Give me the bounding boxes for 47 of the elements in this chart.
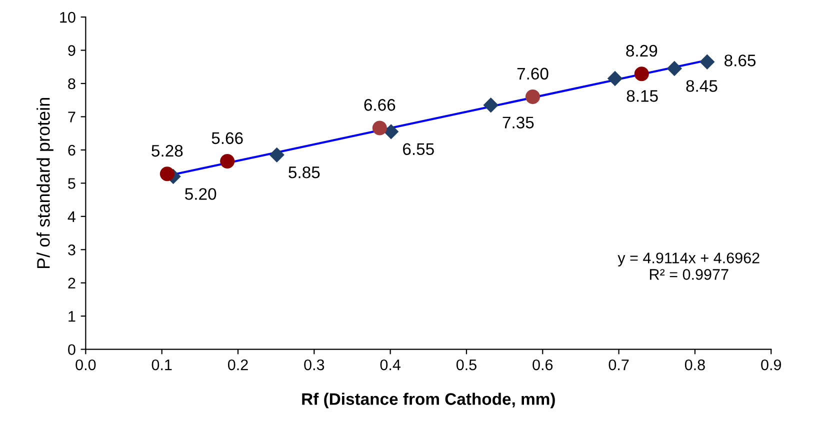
- x-tick-label: 0.3: [304, 359, 324, 370]
- data-label: 8.29: [626, 44, 658, 57]
- data-label: 8.65: [724, 54, 756, 66]
- annotation: y = 4.9114x + 4.6962 R² = 0.9977: [618, 252, 760, 280]
- y-tick-label: 9: [68, 45, 76, 56]
- data-label: 8.15: [626, 90, 658, 102]
- y-tick-label: 3: [68, 244, 76, 256]
- x-tick-label: 0.2: [228, 359, 248, 370]
- data-label: 6.55: [403, 143, 434, 156]
- data-label: 7.35: [502, 116, 534, 128]
- x-tick-label: 0.9: [761, 359, 782, 370]
- data-label: 5.20: [185, 188, 216, 200]
- y-tick-label: 8: [68, 78, 76, 90]
- data-label: 5.28: [152, 144, 183, 157]
- y-tick-label: 2: [68, 278, 76, 288]
- data-label: 7.60: [517, 68, 548, 80]
- point: [383, 124, 399, 140]
- y-tick-label: 1: [68, 311, 76, 322]
- y-tick-label: 10: [60, 12, 76, 23]
- point: [160, 166, 174, 182]
- point: [666, 60, 682, 76]
- x-tick-label: 0.7: [608, 359, 629, 370]
- data-label: 8.45: [686, 80, 718, 92]
- y-tick-label: 7: [68, 112, 76, 122]
- y-tick-label: 0: [68, 344, 76, 356]
- x-tick-label: 0.4: [380, 359, 400, 370]
- y-axis-title: P/ of standard protein: [36, 98, 54, 268]
- x-axis-title: Rf (Distance from Cathode, mm): [302, 392, 555, 408]
- x-tick-label: 0.5: [456, 359, 476, 370]
- point: [607, 70, 623, 86]
- point: [372, 120, 387, 136]
- y-tick-label: 6: [68, 144, 76, 156]
- x-tick-label: 0.8: [684, 359, 705, 370]
- data-label: 5.85: [288, 166, 320, 178]
- point: [220, 154, 235, 169]
- data-label: 6.66: [364, 99, 396, 111]
- point: [700, 54, 715, 70]
- point: [634, 66, 649, 82]
- x-tick-label: 0.1: [152, 359, 172, 370]
- point: [525, 90, 540, 104]
- x-tick-label: 0.0: [76, 359, 96, 370]
- x-tick-label: 0.6: [532, 359, 553, 370]
- point: [269, 147, 284, 163]
- y-tick-label: 5: [68, 178, 76, 189]
- y-tick-label: 4: [68, 211, 76, 222]
- data-label: 5.66: [212, 132, 243, 144]
- point: [483, 97, 498, 113]
